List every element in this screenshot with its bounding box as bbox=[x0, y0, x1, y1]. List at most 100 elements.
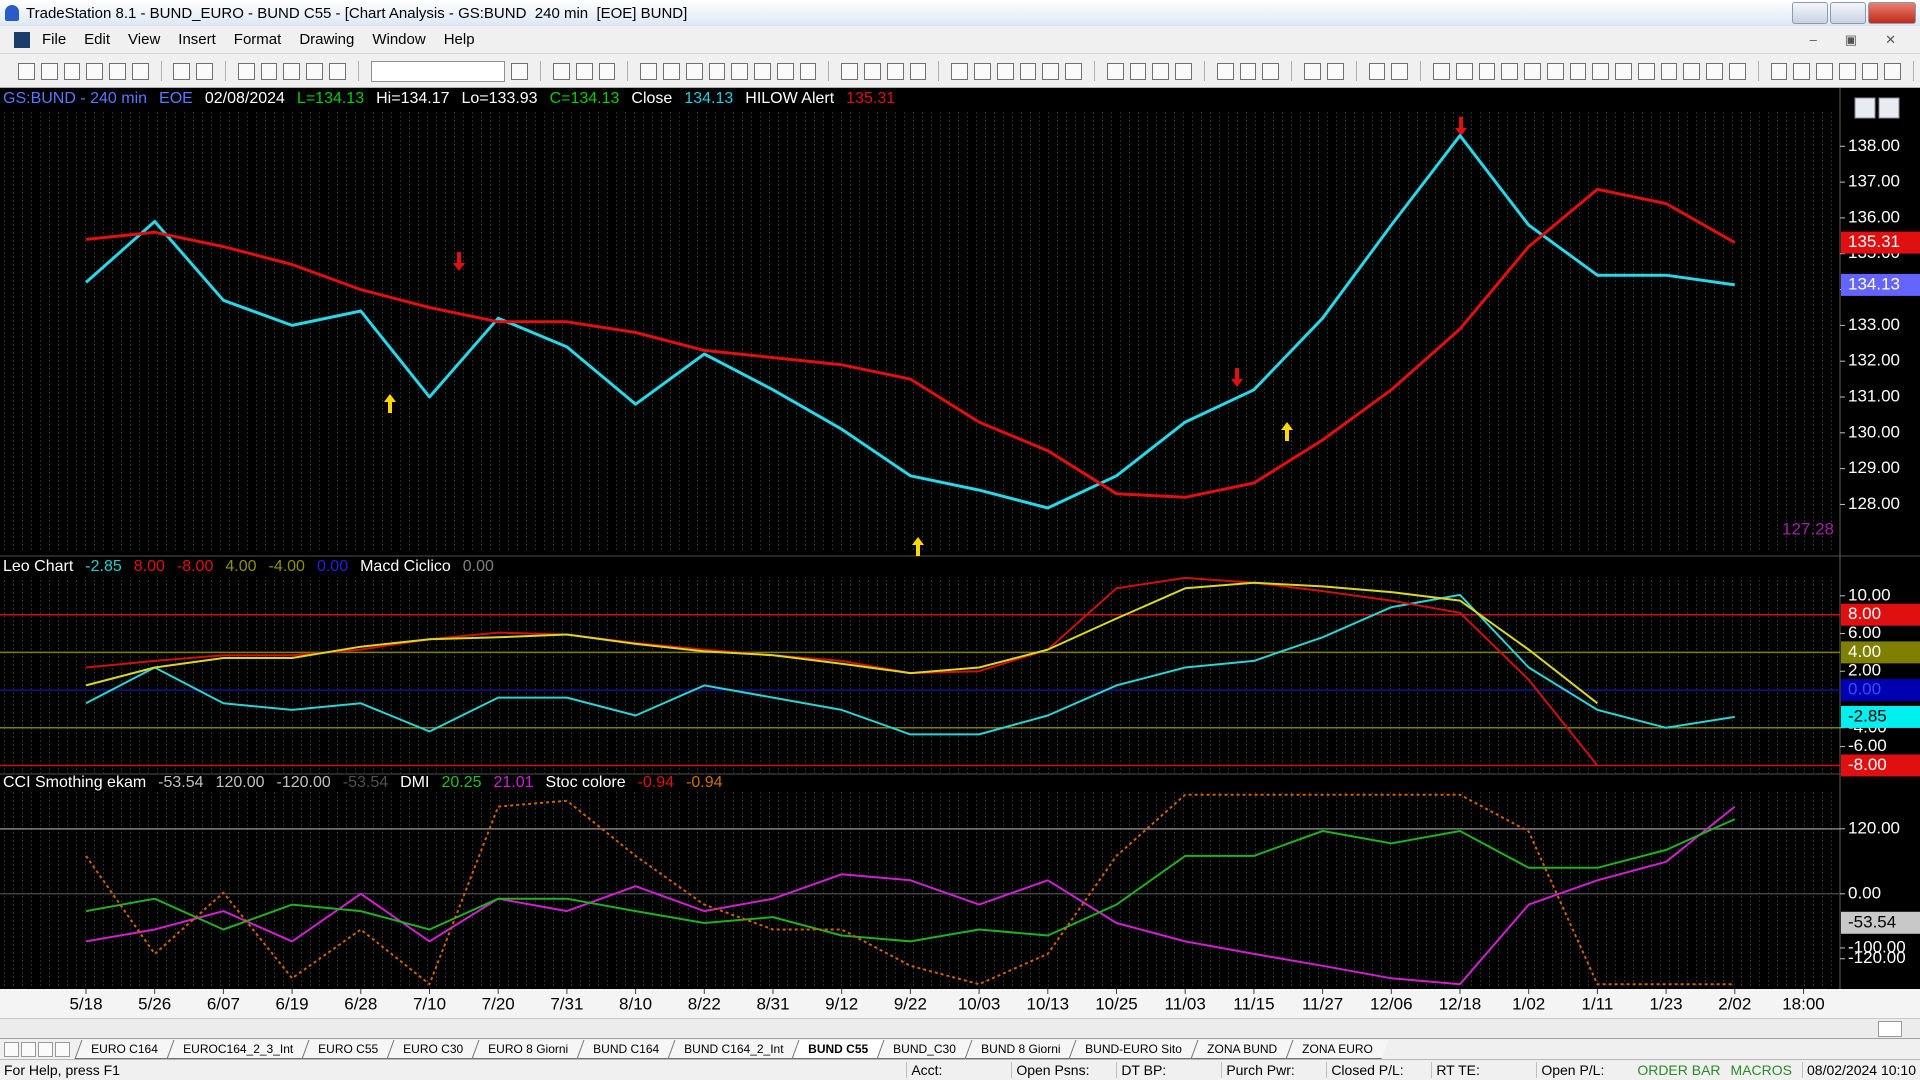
toolbar-button[interactable] bbox=[328, 62, 346, 80]
tab-nav-button[interactable] bbox=[21, 1041, 36, 1057]
minimize-button[interactable] bbox=[1854, 97, 1876, 119]
toolbar-button[interactable] bbox=[511, 62, 529, 80]
workspace-tab[interactable]: ZONA EURO bbox=[1285, 1039, 1389, 1059]
toolbar-button[interactable] bbox=[1816, 62, 1833, 80]
toolbar-button[interactable] bbox=[575, 62, 593, 80]
toolbar-button[interactable] bbox=[1793, 62, 1811, 80]
tab-nav-button[interactable] bbox=[38, 1041, 53, 1057]
toolbar-button[interactable] bbox=[1152, 62, 1170, 80]
menu-item[interactable]: Insert bbox=[178, 31, 216, 48]
status-flag[interactable]: ORDER BAR bbox=[1637, 1062, 1721, 1078]
toolbar-button[interactable] bbox=[1065, 62, 1082, 80]
workspace-tab[interactable]: EURO 8 Giorni bbox=[471, 1039, 584, 1059]
toolbar-button[interactable] bbox=[1175, 62, 1192, 80]
toolbar-button[interactable] bbox=[886, 62, 904, 80]
minimize-button[interactable] bbox=[1792, 2, 1828, 24]
tab-nav-button[interactable] bbox=[55, 1041, 70, 1057]
toolbar-button[interactable] bbox=[776, 62, 794, 80]
toolbar-button[interactable] bbox=[1106, 62, 1124, 80]
maximize-button[interactable] bbox=[1830, 2, 1866, 24]
toolbar-button[interactable] bbox=[1216, 62, 1234, 80]
toolbar-button[interactable] bbox=[1455, 62, 1473, 80]
toolbar-button[interactable] bbox=[18, 62, 35, 80]
toolbar-button[interactable] bbox=[799, 62, 817, 80]
toolbar-button[interactable] bbox=[1239, 62, 1257, 80]
toolbar-button[interactable] bbox=[1615, 62, 1632, 80]
toolbar-button[interactable] bbox=[260, 62, 278, 80]
menu-item[interactable]: Help bbox=[443, 31, 475, 48]
toolbar-button[interactable] bbox=[283, 62, 301, 80]
workspace-tab[interactable]: BUND 8 Giorni bbox=[964, 1039, 1076, 1059]
toolbar-button[interactable] bbox=[173, 62, 191, 80]
toolbar-button[interactable] bbox=[306, 62, 323, 80]
toolbar-button[interactable] bbox=[754, 62, 771, 80]
toolbar-button[interactable] bbox=[1326, 62, 1344, 80]
toolbar-button[interactable] bbox=[1569, 62, 1587, 80]
toolbar-button[interactable] bbox=[1770, 62, 1788, 80]
toolbar-button[interactable] bbox=[1391, 62, 1409, 80]
toolbar-button[interactable] bbox=[708, 62, 726, 80]
mdi-close[interactable]: ✕ bbox=[1885, 31, 1896, 47]
toolbar-button[interactable] bbox=[1861, 62, 1879, 80]
toolbar-button[interactable] bbox=[63, 62, 81, 80]
symbol-combo[interactable] bbox=[370, 60, 506, 82]
restore-button[interactable] bbox=[1878, 97, 1900, 119]
toolbar-button[interactable] bbox=[841, 62, 859, 80]
menu-item[interactable]: Window bbox=[372, 31, 426, 48]
toolbar-button[interactable] bbox=[1637, 62, 1655, 80]
toolbar-button[interactable] bbox=[109, 62, 126, 80]
toolbar-button[interactable] bbox=[86, 62, 103, 80]
toolbar-button[interactable] bbox=[1546, 62, 1564, 80]
toolbar-button[interactable] bbox=[1478, 62, 1496, 80]
toolbar-button[interactable] bbox=[1728, 62, 1746, 80]
toolbar-button[interactable] bbox=[1683, 62, 1701, 80]
workspace-tab[interactable]: BUND C164 bbox=[576, 1039, 675, 1059]
workspace-tab[interactable]: BUND C164_2_Int bbox=[667, 1039, 799, 1059]
horizontal-scrollbar[interactable] bbox=[0, 1018, 1920, 1038]
toolbar-button[interactable] bbox=[663, 62, 680, 80]
workspace-tab[interactable]: EURO C164 bbox=[74, 1039, 174, 1059]
toolbar-button[interactable] bbox=[131, 62, 149, 80]
toolbar-button[interactable] bbox=[1884, 62, 1902, 80]
toolbar-button[interactable] bbox=[951, 62, 969, 80]
toolbar-button[interactable] bbox=[685, 62, 703, 80]
toolbar-button[interactable] bbox=[731, 62, 749, 80]
toolbar-button[interactable] bbox=[1262, 62, 1280, 80]
toolbar-button[interactable] bbox=[1501, 62, 1519, 80]
menu-item[interactable]: Drawing bbox=[299, 31, 355, 48]
close-button[interactable] bbox=[1868, 2, 1916, 24]
toolbar-button[interactable] bbox=[909, 62, 927, 80]
toolbar-button[interactable] bbox=[1433, 62, 1450, 80]
toolbar-button[interactable] bbox=[1524, 62, 1541, 80]
workspace-tab[interactable]: EURO C30 bbox=[386, 1039, 479, 1059]
toolbar-button[interactable] bbox=[1304, 62, 1321, 80]
workspace-tab[interactable]: BUND C55 bbox=[791, 1039, 884, 1059]
toolbar-button[interactable] bbox=[640, 62, 658, 80]
toolbar-button[interactable] bbox=[1042, 62, 1060, 80]
workspace-tab[interactable]: EURO C55 bbox=[301, 1039, 394, 1059]
toolbar-button[interactable] bbox=[1368, 62, 1386, 80]
toolbar-button[interactable] bbox=[1660, 62, 1678, 80]
toolbar-button[interactable] bbox=[996, 62, 1014, 80]
workspace-tab[interactable]: BUND_C30 bbox=[876, 1039, 972, 1059]
menu-item[interactable]: File bbox=[42, 31, 67, 48]
mdi-restore[interactable]: ▣ bbox=[1844, 31, 1858, 47]
toolbar-button[interactable] bbox=[237, 62, 255, 80]
scroll-thumb[interactable] bbox=[1878, 1020, 1902, 1037]
toolbar-button[interactable] bbox=[1019, 62, 1037, 80]
toolbar-button[interactable] bbox=[598, 62, 616, 80]
toolbar-button[interactable] bbox=[40, 62, 58, 80]
tab-nav-button[interactable] bbox=[4, 1041, 19, 1057]
workspace-tab[interactable]: ZONA BUND bbox=[1190, 1039, 1293, 1059]
toolbar-button[interactable] bbox=[196, 62, 213, 80]
toolbar-button[interactable] bbox=[553, 62, 570, 80]
menu-item[interactable]: Format bbox=[233, 31, 282, 48]
mdi-minimize[interactable]: – bbox=[1809, 31, 1817, 47]
status-flag[interactable]: MACROS bbox=[1730, 1062, 1792, 1078]
toolbar-button[interactable] bbox=[1838, 62, 1856, 80]
workspace-tab[interactable]: BUND-EURO Sito bbox=[1068, 1039, 1198, 1059]
toolbar-button[interactable] bbox=[974, 62, 991, 80]
workspace-tab[interactable]: EUROC164_2_3_Int bbox=[166, 1039, 309, 1059]
menu-item[interactable]: Edit bbox=[84, 31, 111, 48]
toolbar-button[interactable] bbox=[1129, 62, 1147, 80]
